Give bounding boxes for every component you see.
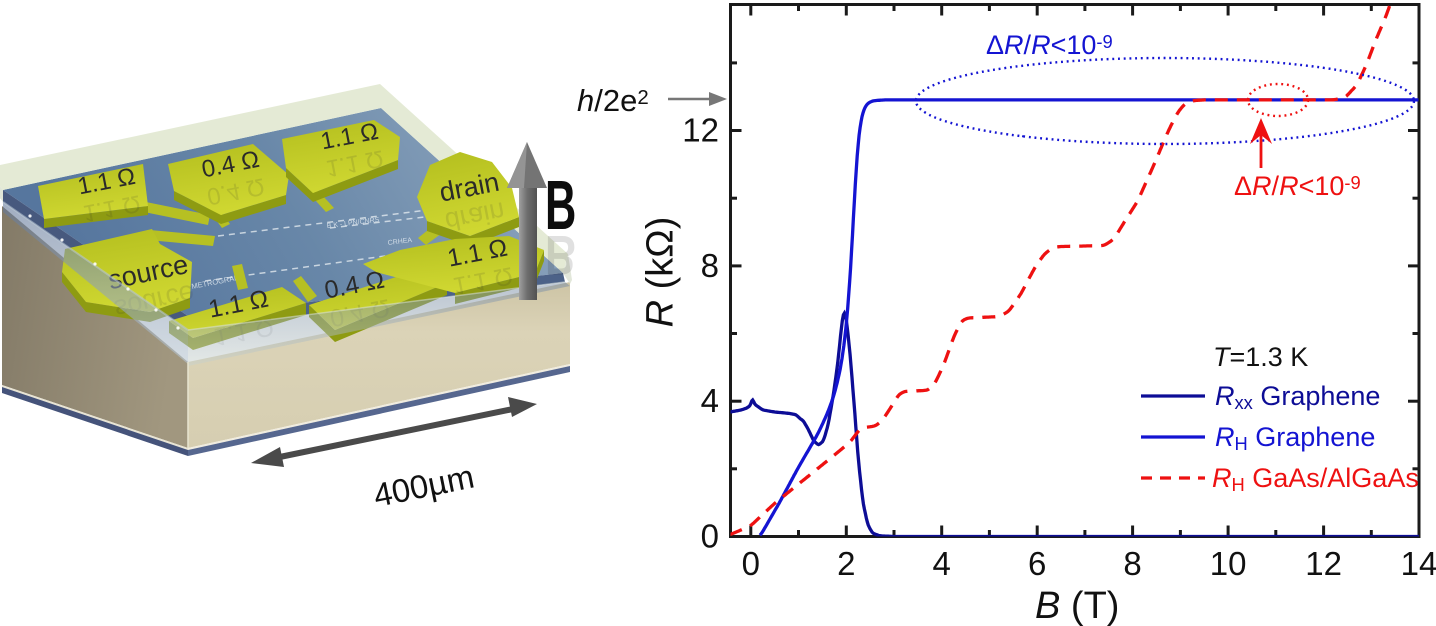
svg-text:h/2e2: h/2e2 <box>577 83 649 118</box>
svg-text:ΔR/R<10-9: ΔR/R<10-9 <box>986 30 1113 60</box>
svg-text:RH Graphene: RH Graphene <box>1215 422 1375 454</box>
svg-text:4: 4 <box>701 382 719 419</box>
svg-text:0: 0 <box>701 518 719 555</box>
svg-text:0: 0 <box>742 545 760 582</box>
svg-text:T=1.3 K: T=1.3 K <box>1213 342 1308 372</box>
svg-text:10: 10 <box>1210 545 1247 582</box>
svg-text:8: 8 <box>701 247 719 284</box>
svg-text:RH GaAs/AlGaAs: RH GaAs/AlGaAs <box>1212 463 1419 495</box>
svg-text:14: 14 <box>1401 545 1436 582</box>
svg-text:2: 2 <box>837 545 855 582</box>
svg-text:B (T): B (T) <box>1035 585 1119 626</box>
svg-text:B: B <box>545 166 576 244</box>
svg-text:R (kΩ): R (kΩ) <box>640 217 682 328</box>
svg-text:CRHEA: CRHEA <box>387 237 413 247</box>
svg-text:ΔR/R<10-9: ΔR/R<10-9 <box>1234 171 1361 201</box>
svg-text:6: 6 <box>1028 545 1046 582</box>
svg-text:4: 4 <box>933 545 951 582</box>
svg-text:12: 12 <box>682 112 719 149</box>
svg-text:12: 12 <box>1305 545 1342 582</box>
svg-text:B: B <box>545 224 576 287</box>
svg-text:8: 8 <box>1123 545 1141 582</box>
